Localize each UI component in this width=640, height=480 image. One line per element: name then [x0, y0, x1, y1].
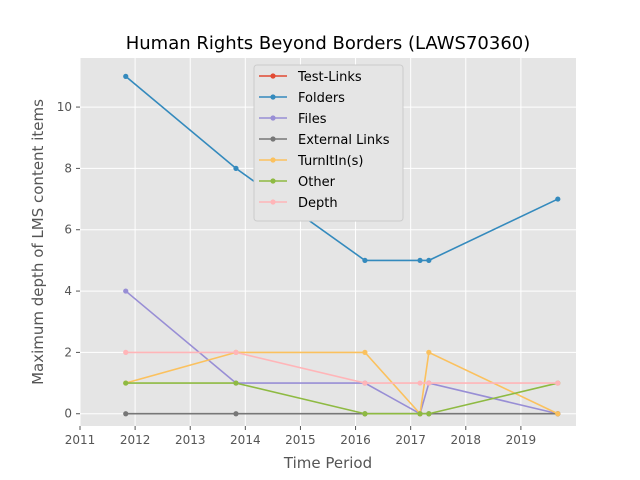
legend-label: Test-Links [297, 70, 362, 85]
legend-label: Folders [298, 91, 345, 106]
data-point-turnitin-s [362, 349, 368, 355]
legend-label: Files [298, 112, 327, 127]
legend-box [253, 64, 404, 222]
data-point-depth [123, 349, 129, 355]
legend-swatch-marker [270, 94, 276, 100]
data-point-turnitin-s [426, 349, 432, 355]
data-point-other [417, 411, 423, 417]
legend-swatch-marker [270, 178, 276, 184]
y-tick-label: 10 [57, 100, 72, 114]
legend-label: TurnItIn(s) [297, 154, 363, 169]
data-point-turnitin-s [555, 411, 561, 417]
x-tick-label: 2011 [65, 433, 96, 447]
y-tick-label: 0 [64, 407, 72, 421]
x-tick-label: 2017 [395, 433, 426, 447]
data-point-folders [233, 165, 239, 171]
x-axis-label: Time Period [283, 454, 372, 472]
legend-swatch-marker [270, 136, 276, 142]
y-tick-label: 4 [64, 284, 72, 298]
legend: Test-Links Folders Files External Links Turn… [253, 64, 404, 222]
data-point-depth [417, 380, 423, 386]
y-tick-label: 2 [64, 345, 72, 359]
x-tick-label: 2016 [340, 433, 371, 447]
y-axis-ticks: 0 2 4 6 8 10 [57, 100, 80, 421]
x-tick-label: 2015 [285, 433, 316, 447]
data-point-folders [426, 257, 432, 263]
legend-swatch-marker [270, 73, 276, 79]
x-tick-label: 2013 [175, 433, 206, 447]
data-point-folders [417, 257, 423, 263]
chart-title: Human Rights Beyond Borders (LAWS70360) [126, 33, 531, 54]
data-point-external-links [123, 411, 129, 417]
data-point-depth [233, 349, 239, 355]
data-point-depth [555, 380, 561, 386]
y-axis-label: Maximum depth of LMS content items [29, 99, 47, 385]
x-tick-label: 2012 [120, 433, 151, 447]
legend-label: External Links [298, 133, 390, 148]
y-tick-label: 8 [64, 161, 72, 175]
series-line-folders [125, 75, 559, 262]
x-axis-ticks: 2011 2012 2013 2014 2015 2016 2017 2018 2019 [65, 426, 536, 447]
data-point-folders [555, 196, 561, 202]
data-point-folders [123, 73, 129, 79]
y-tick-label: 6 [64, 223, 72, 237]
data-point-other [233, 380, 239, 386]
data-point-files [123, 288, 129, 294]
legend-swatch-marker [270, 199, 276, 205]
data-point-depth [362, 380, 368, 386]
data-point-depth [426, 380, 432, 386]
series-line-depth [125, 351, 558, 384]
legend-swatch-marker [270, 115, 276, 121]
data-point-other [123, 380, 129, 386]
x-tick-label: 2014 [230, 433, 261, 447]
data-point-external-links [233, 411, 239, 417]
data-point-folders [362, 257, 368, 263]
series-layer [123, 73, 561, 417]
x-tick-label: 2019 [506, 433, 537, 447]
x-tick-label: 2018 [451, 433, 482, 447]
legend-label: Depth [298, 196, 338, 211]
series-line-other [125, 382, 558, 415]
data-point-other [426, 411, 432, 417]
legend-swatch-marker [270, 157, 276, 163]
data-point-other [362, 411, 368, 417]
series-line-files [125, 290, 558, 415]
legend-label: Other [298, 175, 336, 190]
